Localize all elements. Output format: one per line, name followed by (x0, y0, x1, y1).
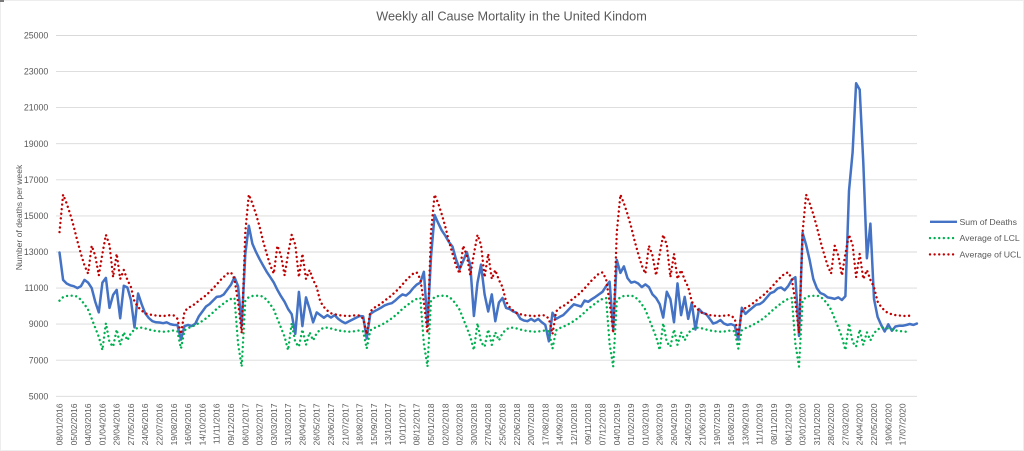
svg-text:04/03/2016: 04/03/2016 (83, 403, 93, 445)
svg-text:22/05/2020: 22/05/2020 (869, 403, 879, 445)
svg-text:Average of LCL: Average of LCL (960, 233, 1020, 243)
svg-text:08/12/2017: 08/12/2017 (412, 403, 422, 445)
svg-text:09/12/2016: 09/12/2016 (226, 403, 236, 445)
svg-text:23/06/2017: 23/06/2017 (326, 403, 336, 445)
svg-text:22/07/2016: 22/07/2016 (155, 403, 165, 445)
svg-text:Average of UCL: Average of UCL (960, 250, 1022, 260)
svg-text:03/02/2017: 03/02/2017 (255, 403, 265, 445)
svg-text:5000: 5000 (29, 391, 49, 401)
svg-text:05/01/2018: 05/01/2018 (426, 403, 436, 445)
svg-text:23000: 23000 (24, 67, 49, 77)
svg-text:19/06/2020: 19/06/2020 (883, 403, 893, 445)
svg-text:07/12/2018: 07/12/2018 (598, 403, 608, 445)
svg-text:02/03/2018: 02/03/2018 (455, 403, 465, 445)
svg-text:31/03/2017: 31/03/2017 (283, 403, 293, 445)
svg-text:21000: 21000 (24, 103, 49, 113)
svg-text:19000: 19000 (24, 139, 49, 149)
svg-text:27/04/2018: 27/04/2018 (483, 403, 493, 445)
svg-text:7000: 7000 (29, 355, 49, 365)
svg-text:25000: 25000 (24, 31, 49, 41)
svg-text:28/02/2020: 28/02/2020 (826, 403, 836, 445)
svg-text:12/10/2018: 12/10/2018 (569, 403, 579, 445)
svg-text:19/08/2016: 19/08/2016 (169, 403, 179, 445)
svg-text:30/03/2018: 30/03/2018 (469, 403, 479, 445)
svg-text:01/03/2019: 01/03/2019 (640, 403, 650, 445)
svg-text:10/11/2017: 10/11/2017 (398, 403, 408, 445)
svg-text:16/09/2016: 16/09/2016 (183, 403, 193, 445)
svg-text:26/04/2019: 26/04/2019 (669, 403, 679, 445)
svg-text:20/07/2018: 20/07/2018 (526, 403, 536, 445)
svg-text:21/07/2017: 21/07/2017 (340, 403, 350, 445)
svg-text:24/05/2019: 24/05/2019 (683, 403, 693, 445)
svg-text:21/06/2019: 21/06/2019 (698, 403, 708, 445)
svg-text:03/03/2017: 03/03/2017 (269, 403, 279, 445)
svg-text:01/02/2019: 01/02/2019 (626, 403, 636, 445)
svg-text:17/07/2020: 17/07/2020 (898, 403, 908, 445)
svg-text:11/11/2016: 11/11/2016 (212, 403, 222, 444)
svg-text:06/01/2017: 06/01/2017 (240, 403, 250, 445)
svg-text:15/09/2017: 15/09/2017 (369, 403, 379, 445)
svg-text:Weekly all Cause Mortality in: Weekly all Cause Mortality in the United… (376, 10, 647, 24)
svg-text:28/04/2017: 28/04/2017 (297, 403, 307, 445)
svg-text:24/06/2016: 24/06/2016 (140, 403, 150, 445)
svg-text:17/08/2018: 17/08/2018 (540, 403, 550, 445)
svg-text:18/08/2017: 18/08/2017 (355, 403, 365, 445)
svg-text:17000: 17000 (24, 175, 49, 185)
svg-text:13000: 13000 (24, 247, 49, 257)
svg-text:15000: 15000 (24, 211, 49, 221)
svg-text:27/05/2016: 27/05/2016 (126, 403, 136, 445)
svg-text:04/01/2019: 04/01/2019 (612, 403, 622, 445)
svg-text:16/08/2019: 16/08/2019 (726, 403, 736, 445)
svg-text:29/04/2016: 29/04/2016 (112, 403, 122, 445)
svg-text:24/04/2020: 24/04/2020 (855, 403, 865, 445)
svg-text:31/01/2020: 31/01/2020 (812, 403, 822, 445)
svg-text:9000: 9000 (29, 319, 49, 329)
svg-text:14/10/2016: 14/10/2016 (197, 403, 207, 445)
svg-text:13/09/2019: 13/09/2019 (740, 403, 750, 445)
svg-text:08/11/2019: 08/11/2019 (769, 403, 779, 445)
svg-text:11/10/2019: 11/10/2019 (755, 403, 765, 445)
svg-text:13/10/2017: 13/10/2017 (383, 403, 393, 445)
svg-text:02/02/2018: 02/02/2018 (440, 403, 450, 445)
svg-text:19/07/2019: 19/07/2019 (712, 403, 722, 445)
svg-text:27/03/2020: 27/03/2020 (840, 403, 850, 445)
svg-text:03/01/2020: 03/01/2020 (798, 403, 808, 445)
svg-text:26/05/2017: 26/05/2017 (312, 403, 322, 445)
svg-text:11000: 11000 (24, 283, 48, 293)
svg-text:01/04/2016: 01/04/2016 (97, 403, 107, 445)
svg-text:06/12/2019: 06/12/2019 (783, 403, 793, 445)
svg-text:14/09/2018: 14/09/2018 (555, 403, 565, 445)
svg-text:09/11/2018: 09/11/2018 (583, 403, 593, 445)
svg-text:29/03/2019: 29/03/2019 (655, 403, 665, 445)
svg-text:05/02/2016: 05/02/2016 (69, 403, 79, 445)
svg-text:08/01/2016: 08/01/2016 (55, 403, 65, 445)
svg-text:Sum of Deaths: Sum of Deaths (960, 217, 1018, 227)
svg-text:Number of deaths per week: Number of deaths per week (14, 164, 24, 270)
svg-text:22/06/2018: 22/06/2018 (512, 403, 522, 445)
svg-text:25/05/2018: 25/05/2018 (498, 403, 508, 445)
